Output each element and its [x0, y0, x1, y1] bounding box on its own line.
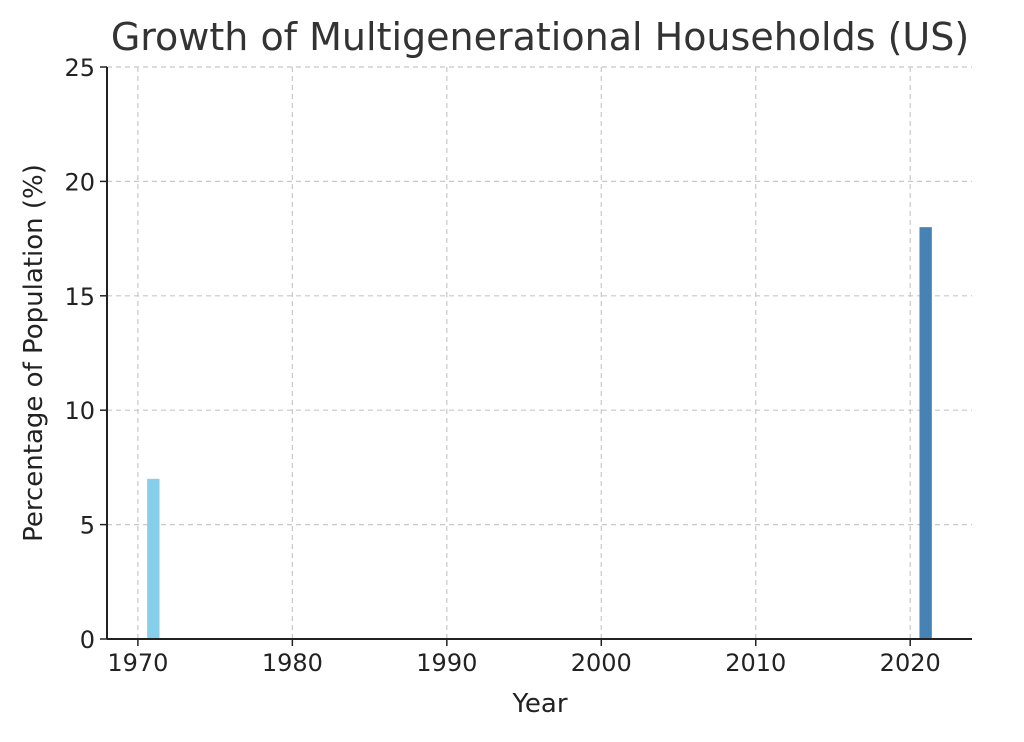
y-tick-label: 20	[64, 168, 95, 196]
y-tick-label: 10	[64, 397, 95, 425]
x-tick-label: 2020	[880, 649, 941, 677]
chart-title: Growth of Multigenerational Households (…	[111, 15, 969, 59]
y-ticks: 0 5 10 15 20 25	[64, 54, 107, 654]
x-tick-label: 1990	[416, 649, 477, 677]
y-axis-label: Percentage of Population (%)	[19, 164, 49, 542]
x-axis-label: Year	[511, 689, 567, 719]
x-tick-label: 2010	[725, 649, 786, 677]
grid-lines	[107, 66, 972, 639]
x-tick-label: 2000	[571, 649, 632, 677]
y-tick-label: 5	[80, 512, 95, 540]
y-tick-label: 15	[64, 283, 95, 311]
x-tick-label: 1980	[262, 649, 323, 677]
bar-1971	[147, 478, 160, 639]
bar-2021	[919, 227, 932, 639]
y-tick-label: 0	[80, 626, 95, 654]
axes	[106, 67, 972, 640]
x-tick-label: 1970	[107, 649, 168, 677]
x-ticks: 1970 1980 1990 2000 2010 2020	[107, 639, 941, 677]
bars	[147, 227, 932, 639]
y-tick-label: 25	[64, 54, 95, 82]
